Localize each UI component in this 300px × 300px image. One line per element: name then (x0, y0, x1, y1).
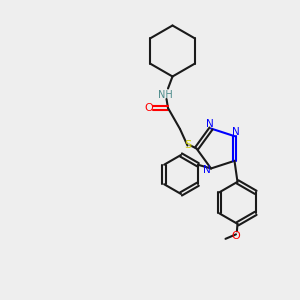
Text: O: O (232, 231, 240, 241)
Text: N: N (202, 165, 210, 175)
Text: NH: NH (158, 90, 172, 100)
Text: N: N (232, 127, 240, 137)
Text: S: S (184, 140, 192, 151)
Text: N: N (206, 119, 213, 129)
Text: O: O (144, 103, 153, 113)
